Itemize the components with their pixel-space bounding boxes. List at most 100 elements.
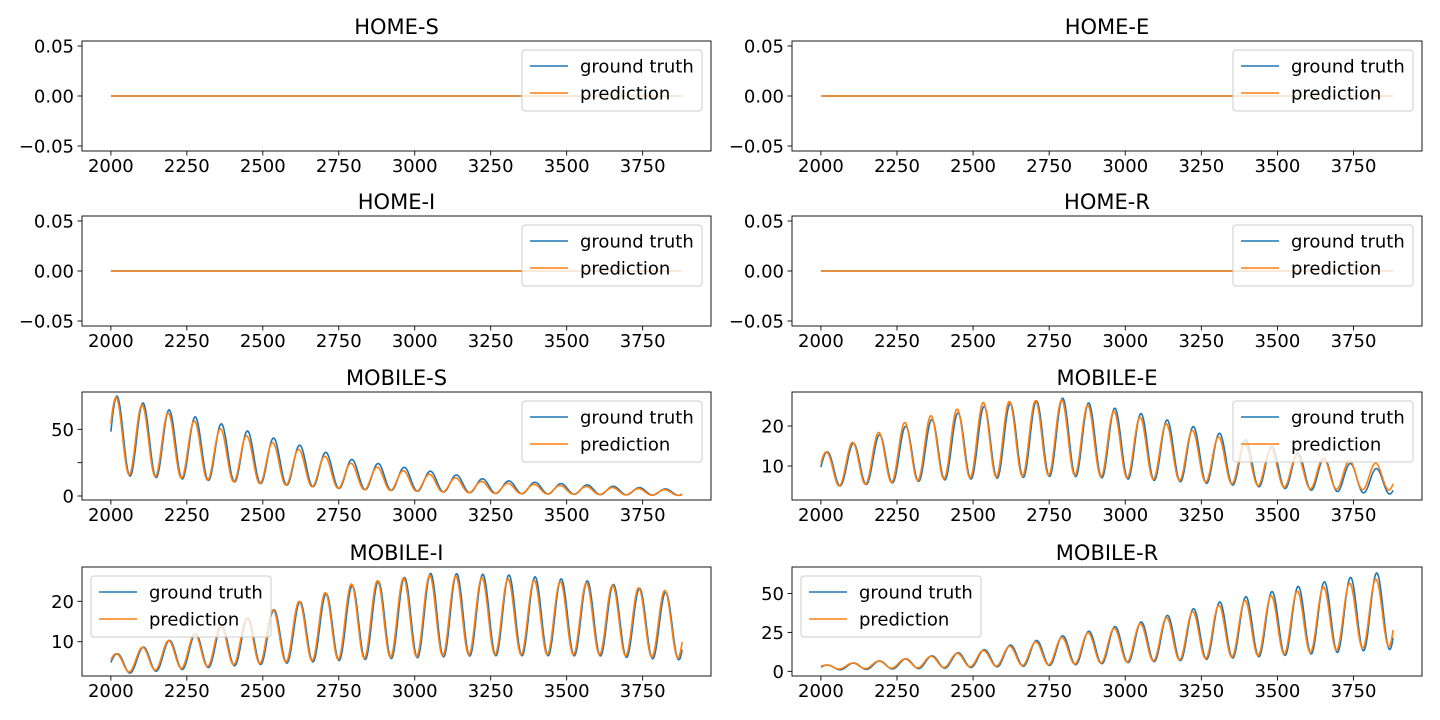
x-tick-label: 3500: [1255, 331, 1301, 352]
y-tick-label: 20: [761, 417, 784, 438]
subplot-title: HOME-I: [358, 190, 435, 214]
subplot-title: MOBILE-E: [1056, 366, 1157, 390]
x-tick-label: 2750: [1026, 505, 1072, 526]
x-tick-label: 3500: [544, 156, 590, 177]
y-tick-label: 20: [51, 592, 74, 613]
y-tick-label: 10: [761, 457, 784, 478]
subplot-mobile-r: 2000 2250 2500 2750 3000 3250 3500 3750 0 25 50 MOB…: [761, 541, 1423, 702]
legend-label-prediction: prediction: [580, 435, 670, 456]
x-tick-label: 3000: [1102, 156, 1148, 177]
x-tick-label: 3000: [1102, 681, 1148, 702]
y-tick-label: −0.05: [19, 137, 74, 158]
x-tick-label: 2500: [950, 331, 996, 352]
y-tick-label: 0.00: [34, 87, 74, 108]
y-tick-label: 0.05: [34, 212, 74, 233]
x-tick-label: 2500: [240, 156, 286, 177]
x-tick-label: 2250: [874, 505, 920, 526]
y-tick-label: −0.05: [729, 312, 784, 333]
axes-frame: [81, 391, 712, 501]
x-tick-label: 2750: [1026, 156, 1072, 177]
subplot-title: HOME-S: [354, 15, 439, 39]
x-tick-label: 2000: [88, 505, 134, 526]
subplot-title: MOBILE-S: [346, 366, 447, 390]
x-tick-label: 3500: [1255, 156, 1301, 177]
axes-frame: [791, 566, 1423, 677]
subplot-mobile-i: 2000 2250 2500 2750 3000 3250 3500 3750 10 20 MOBI…: [51, 541, 712, 702]
x-tick-label: 3500: [1255, 681, 1301, 702]
legend-label-prediction: prediction: [149, 610, 239, 631]
x-tick-label: 3250: [468, 505, 514, 526]
legend: ground truth prediction: [800, 575, 982, 638]
x-tick-label: 2750: [316, 156, 362, 177]
axes-frame: [791, 391, 1423, 501]
x-tick-label: 2000: [88, 681, 134, 702]
x-tick-label: 3250: [468, 681, 514, 702]
x-tick-label: 3750: [620, 331, 666, 352]
legend: ground truth prediction: [521, 49, 703, 112]
legend: ground truth prediction: [1232, 224, 1414, 287]
x-tick-label: 2000: [88, 331, 134, 352]
x-tick-label: 3750: [620, 505, 666, 526]
subplot-home-i: 2000 2250 2500 2750 3000 3250 3500 3750 −0.05 0.0…: [19, 190, 712, 352]
x-tick-label: 2500: [950, 681, 996, 702]
y-tick-label: 10: [51, 632, 74, 653]
x-tick-label: 3750: [1331, 681, 1377, 702]
x-tick-label: 2000: [798, 505, 844, 526]
x-tick-label: 2000: [798, 681, 844, 702]
subplot-title: MOBILE-R: [1056, 541, 1158, 565]
legend: ground truth prediction: [90, 575, 272, 638]
x-tick-label: 3250: [468, 156, 514, 177]
x-tick-label: 2750: [1026, 681, 1072, 702]
legend: ground truth prediction: [521, 224, 703, 287]
subplot-home-s: 2000 2250 2500 2750 3000 3250 3500 3750 −0.05 0.0…: [19, 15, 712, 177]
x-tick-label: 2250: [164, 156, 210, 177]
x-tick-label: 2750: [316, 505, 362, 526]
x-tick-label: 2000: [798, 331, 844, 352]
legend-label-prediction: prediction: [1291, 435, 1381, 456]
legend-label-ground-truth: ground truth: [1291, 408, 1405, 429]
y-tick-label: 0.05: [34, 37, 74, 58]
legend-label-ground-truth: ground truth: [1291, 57, 1405, 78]
subplot-mobile-s: 2000 2250 2500 2750 3000 3250 3500 3750 0 50 MOBIL…: [51, 366, 712, 526]
x-tick-label: 2500: [240, 331, 286, 352]
x-tick-label: 3750: [1331, 331, 1377, 352]
series-line-prediction: [820, 578, 1394, 670]
y-tick-label: 0.00: [744, 87, 784, 108]
x-tick-label: 2750: [316, 331, 362, 352]
y-tick-label: 0: [63, 487, 74, 508]
subplot-home-e: 2000 2250 2500 2750 3000 3250 3500 3750 −0.05 0.0…: [729, 15, 1423, 177]
legend-label-ground-truth: ground truth: [580, 408, 694, 429]
x-tick-label: 3750: [620, 681, 666, 702]
legend: ground truth prediction: [1232, 49, 1414, 112]
subplot-title: MOBILE-I: [350, 541, 444, 565]
legend-label-prediction: prediction: [859, 610, 949, 631]
x-tick-label: 3000: [1102, 505, 1148, 526]
x-tick-label: 3500: [544, 681, 590, 702]
legend-label-ground-truth: ground truth: [580, 232, 694, 253]
y-tick-label: 0.05: [744, 37, 784, 58]
x-tick-label: 3000: [1102, 331, 1148, 352]
x-tick-label: 2500: [240, 505, 286, 526]
x-tick-label: 2000: [798, 156, 844, 177]
series-line-prediction: [110, 574, 683, 673]
x-tick-label: 3500: [544, 331, 590, 352]
x-tick-label: 2250: [164, 505, 210, 526]
legend: ground truth prediction: [1232, 400, 1414, 463]
x-tick-label: 2250: [164, 331, 210, 352]
x-tick-label: 2000: [88, 156, 134, 177]
subplot-title: HOME-R: [1064, 190, 1150, 214]
legend-label-ground-truth: ground truth: [859, 583, 973, 604]
x-tick-label: 2750: [316, 681, 362, 702]
x-tick-label: 3250: [468, 331, 514, 352]
y-tick-label: 0: [773, 662, 784, 683]
x-tick-label: 2250: [874, 681, 920, 702]
y-tick-label: 0.00: [744, 262, 784, 283]
x-tick-label: 2250: [874, 331, 920, 352]
x-tick-label: 3000: [392, 331, 438, 352]
x-tick-label: 3500: [1255, 505, 1301, 526]
subplot-title: HOME-E: [1065, 15, 1150, 39]
y-tick-label: 50: [761, 584, 784, 605]
legend-label-prediction: prediction: [580, 84, 670, 105]
x-tick-label: 3000: [392, 681, 438, 702]
